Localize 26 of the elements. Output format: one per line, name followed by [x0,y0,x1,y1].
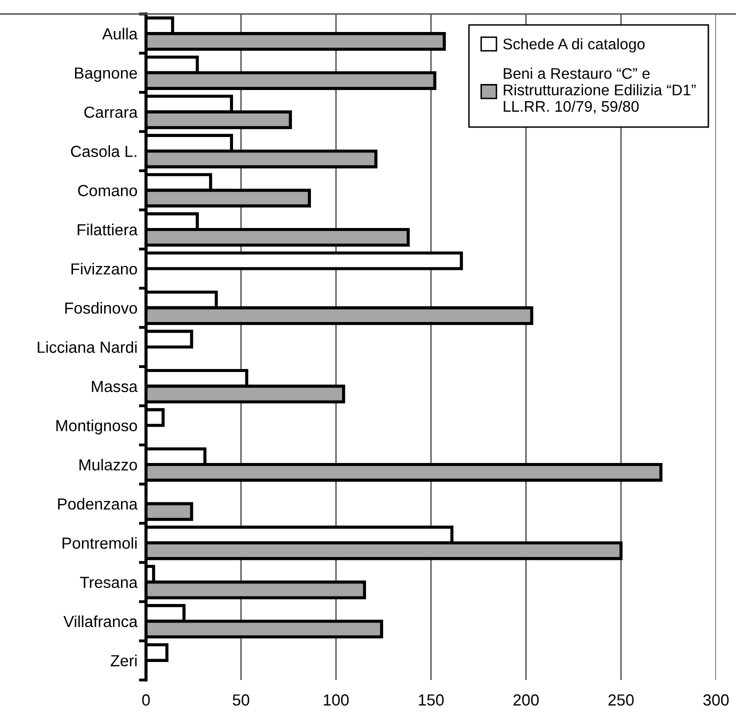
x-tick-label: 100 [324,694,349,706]
y-tick-label: Carrara [84,106,138,118]
legend-label: Beni a Restauro “C” e Ristrutturazione Edilizia “D1” LL.RR. 10/79, 59/80 [504,68,696,114]
y-tick-label: Podenzana [58,498,138,510]
y-tick-label: Filattiera [78,224,138,236]
y-tick-label: Massa [92,380,138,392]
x-tick-label: 0 [142,694,150,706]
x-tick-label: 250 [608,694,634,706]
y-tick-label: Villafranca [63,615,138,628]
y-tick-label: Bagnone [75,68,137,82]
y-tick-label: Aulla [102,28,138,40]
y-tick-label: Comano [78,184,137,196]
y-tick-label: Fivizzano [72,262,137,275]
x-tick-label: 150 [418,694,444,706]
x-tick-label: 50 [232,694,250,706]
y-tick-label: Fosdinovo [65,302,137,314]
y-tick-label: Zeri [110,654,137,666]
x-tick-label: 200 [513,694,539,706]
legend-label: Schede A di catalogo [503,38,645,52]
x-tick-label: 300 [703,694,729,706]
y-tick-label: Licciana Nardi [38,341,137,353]
y-tick-label: Pontremoli [62,537,137,549]
y-tick-label: Tresana [80,576,138,588]
y-tick-label: Mulazzo [80,458,137,470]
y-tick-label: Montignoso [56,420,138,434]
y-tick-label: Casola L. [71,145,136,158]
